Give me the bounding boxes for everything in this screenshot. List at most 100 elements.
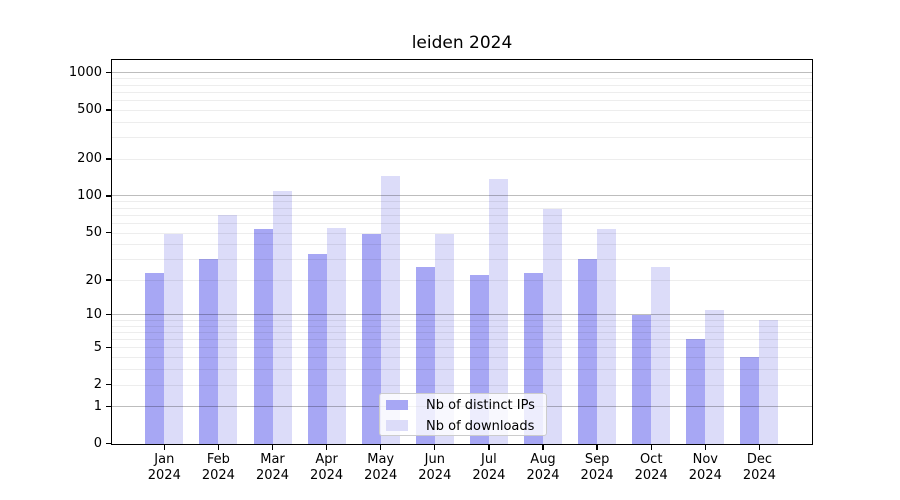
gridline-major: [112, 72, 812, 74]
x-tick-month: Jan: [154, 452, 175, 467]
y-tick-mark: [105, 442, 111, 445]
x-tick-mark: [488, 444, 490, 450]
x-tick-mark: [542, 444, 544, 450]
x-tick-year: 2024: [364, 468, 398, 483]
x-tick-year: 2024: [580, 468, 614, 483]
y-tick-mark: [105, 158, 111, 160]
x-tick-label: Apr 2024: [292, 452, 362, 484]
gridline-minor: [112, 109, 812, 111]
x-tick-mark: [271, 444, 274, 450]
x-tick-label: Mar 2024: [238, 452, 308, 484]
legend-swatch-downloads: [386, 420, 408, 431]
x-tick-mark: [163, 444, 165, 450]
y-tick-label: 2: [93, 377, 102, 393]
bar-downloads-feb: [218, 214, 238, 445]
bar-downloads-may: [380, 176, 400, 445]
bar-ips-feb: [199, 259, 219, 445]
x-tick-label: Jul 2024: [454, 452, 524, 484]
y-tick-label: 50: [85, 225, 102, 241]
x-tick-month: Jun: [424, 452, 445, 467]
gridline-minor: [112, 91, 812, 93]
x-tick-label: Sep 2024: [562, 452, 632, 484]
gridline-minor: [112, 137, 812, 139]
x-tick-mark: [650, 444, 652, 450]
bar-downloads-apr: [326, 227, 346, 445]
gridline-minor: [112, 325, 812, 327]
bar-downloads-jul: [488, 179, 508, 445]
legend-label-downloads: Nb of downloads: [426, 418, 535, 434]
x-tick-year: 2024: [526, 468, 560, 483]
gridline-minor: [112, 244, 812, 246]
y-tick-label: 20: [85, 272, 102, 288]
y-tick-label: 0: [93, 436, 102, 451]
gridline-minor: [112, 280, 812, 282]
x-tick-label: Dec 2024: [724, 452, 794, 484]
x-tick-label: Oct 2024: [616, 452, 686, 484]
gridline-minor: [112, 78, 812, 80]
gridline-major: [112, 195, 812, 197]
x-tick-mark: [325, 444, 328, 450]
x-tick-mark: [758, 444, 761, 450]
x-tick-month: Mar: [260, 452, 285, 467]
gridline-minor: [112, 201, 812, 203]
gridline-minor: [112, 222, 812, 224]
x-tick-label: Jun 2024: [400, 452, 470, 484]
bar-downloads-dec: [759, 319, 779, 445]
gridline-minor: [112, 339, 812, 341]
y-tick-mark: [105, 346, 111, 348]
x-tick-month: May: [367, 452, 395, 467]
gridline-minor: [112, 319, 812, 321]
y-tick-mark: [105, 72, 111, 74]
x-tick-label: Jan 2024: [129, 452, 199, 484]
bar-ips-jan: [145, 272, 165, 445]
x-tick-year: 2024: [418, 468, 452, 483]
gridline-minor: [112, 384, 812, 386]
x-tick-label: May 2024: [346, 452, 416, 484]
y-tick-mark: [105, 383, 111, 386]
x-tick-label: Aug 2024: [508, 452, 578, 484]
legend-swatch-distinct-ips: [386, 399, 408, 410]
gridline-minor: [112, 232, 812, 234]
gridline-minor: [112, 207, 812, 209]
plot-area: [112, 60, 812, 445]
bar-ips-mar: [253, 229, 273, 445]
bar-downloads-nov: [705, 310, 725, 445]
bar-downloads-oct: [651, 266, 671, 445]
x-tick-month: Aug: [530, 452, 556, 467]
gridline-major: [112, 314, 812, 316]
y-tick-label: 1: [93, 398, 102, 414]
x-tick-month: Nov: [692, 452, 718, 467]
x-tick-label: Feb 2024: [183, 452, 253, 484]
gridline-minor: [112, 357, 812, 359]
y-tick-mark: [105, 279, 111, 281]
gridline-minor: [112, 158, 812, 160]
legend: Nb of distinct IPs Nb of downloads: [379, 393, 547, 436]
x-tick-year: 2024: [742, 468, 776, 483]
x-tick-year: 2024: [688, 468, 722, 483]
y-tick-label: 500: [77, 102, 102, 118]
x-tick-year: 2024: [255, 468, 290, 483]
y-tick-mark: [105, 405, 111, 407]
y-tick-label: 200: [77, 151, 102, 167]
x-tick-mark: [596, 444, 598, 450]
y-tick-mark: [105, 314, 111, 316]
bar-ips-sep: [578, 259, 598, 445]
y-tick-label: 100: [77, 188, 102, 204]
bar-ips-nov: [686, 339, 706, 445]
bar-downloads-mar: [272, 190, 292, 445]
x-tick-mark: [434, 444, 436, 450]
y-tick-mark: [105, 231, 111, 234]
x-tick-year: 2024: [472, 468, 506, 483]
gridline-minor: [112, 259, 812, 261]
gridline-minor: [112, 100, 812, 102]
x-tick-label: Nov 2024: [670, 452, 740, 484]
y-tick-mark: [105, 195, 111, 197]
bar-ips-dec: [740, 357, 760, 445]
bar-downloads-jun: [434, 233, 454, 445]
x-tick-month: Oct: [639, 452, 663, 467]
gridline-minor: [112, 347, 812, 349]
x-tick-month: Apr: [315, 452, 338, 467]
y-tick-mark: [105, 109, 111, 111]
x-tick-month: Jul: [481, 452, 497, 467]
